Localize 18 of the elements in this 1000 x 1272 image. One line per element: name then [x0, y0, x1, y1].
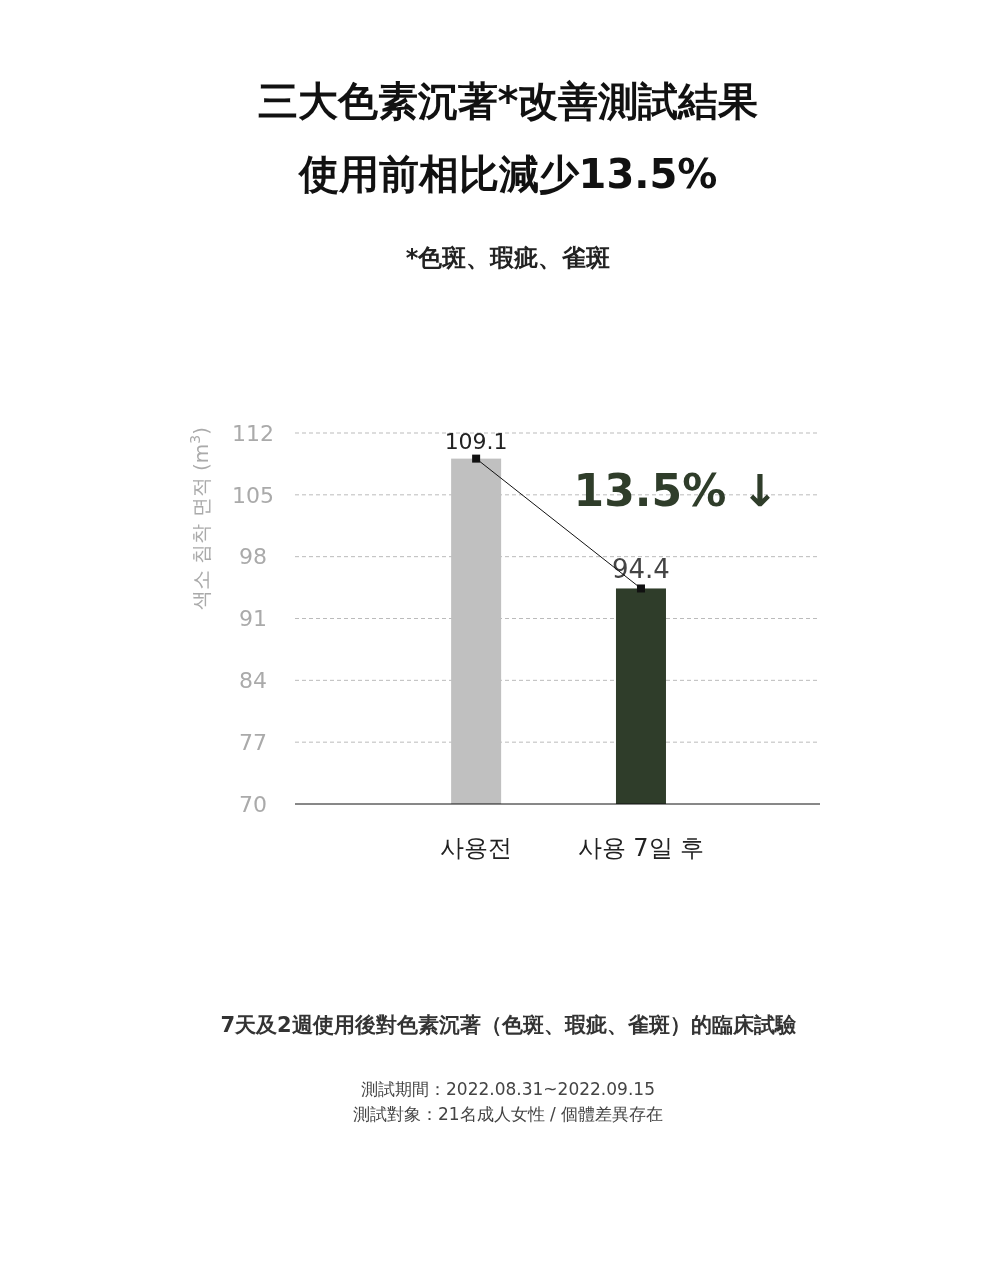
chart-title: 三大色素沉著*改善測試結果	[257, 78, 759, 124]
text: 測試對象：21名成人女性 / 個體差異存在	[352, 1104, 664, 1124]
text: 測試期間：2022.08.31~2022.09.15	[361, 1079, 655, 1099]
chart-subtitle: 使用前相比減少13.5%	[296, 151, 718, 197]
y-tick-label: 77	[239, 729, 267, 755]
y-tick-label: 98	[239, 544, 267, 570]
y-tick-label: 84	[239, 668, 267, 694]
y-tick-label: 91	[239, 606, 267, 632]
data-label: 94.4	[612, 554, 670, 585]
text: *色斑、瑕疵、雀斑	[405, 244, 611, 272]
y-tick-label: 70	[239, 791, 267, 817]
text: 7天及2週使用後對色素沉著（色斑、瑕疵、雀斑）的臨床試驗	[220, 1013, 797, 1037]
y-tick-label: 112	[232, 420, 274, 446]
x-tick-label: 사용전	[440, 834, 513, 862]
y-tick-label: 105	[232, 482, 274, 508]
x-tick-label: 사용 7일 후	[577, 834, 705, 862]
data-label: 109.1	[444, 428, 508, 454]
annotation: 13.5% ↓	[573, 465, 779, 516]
